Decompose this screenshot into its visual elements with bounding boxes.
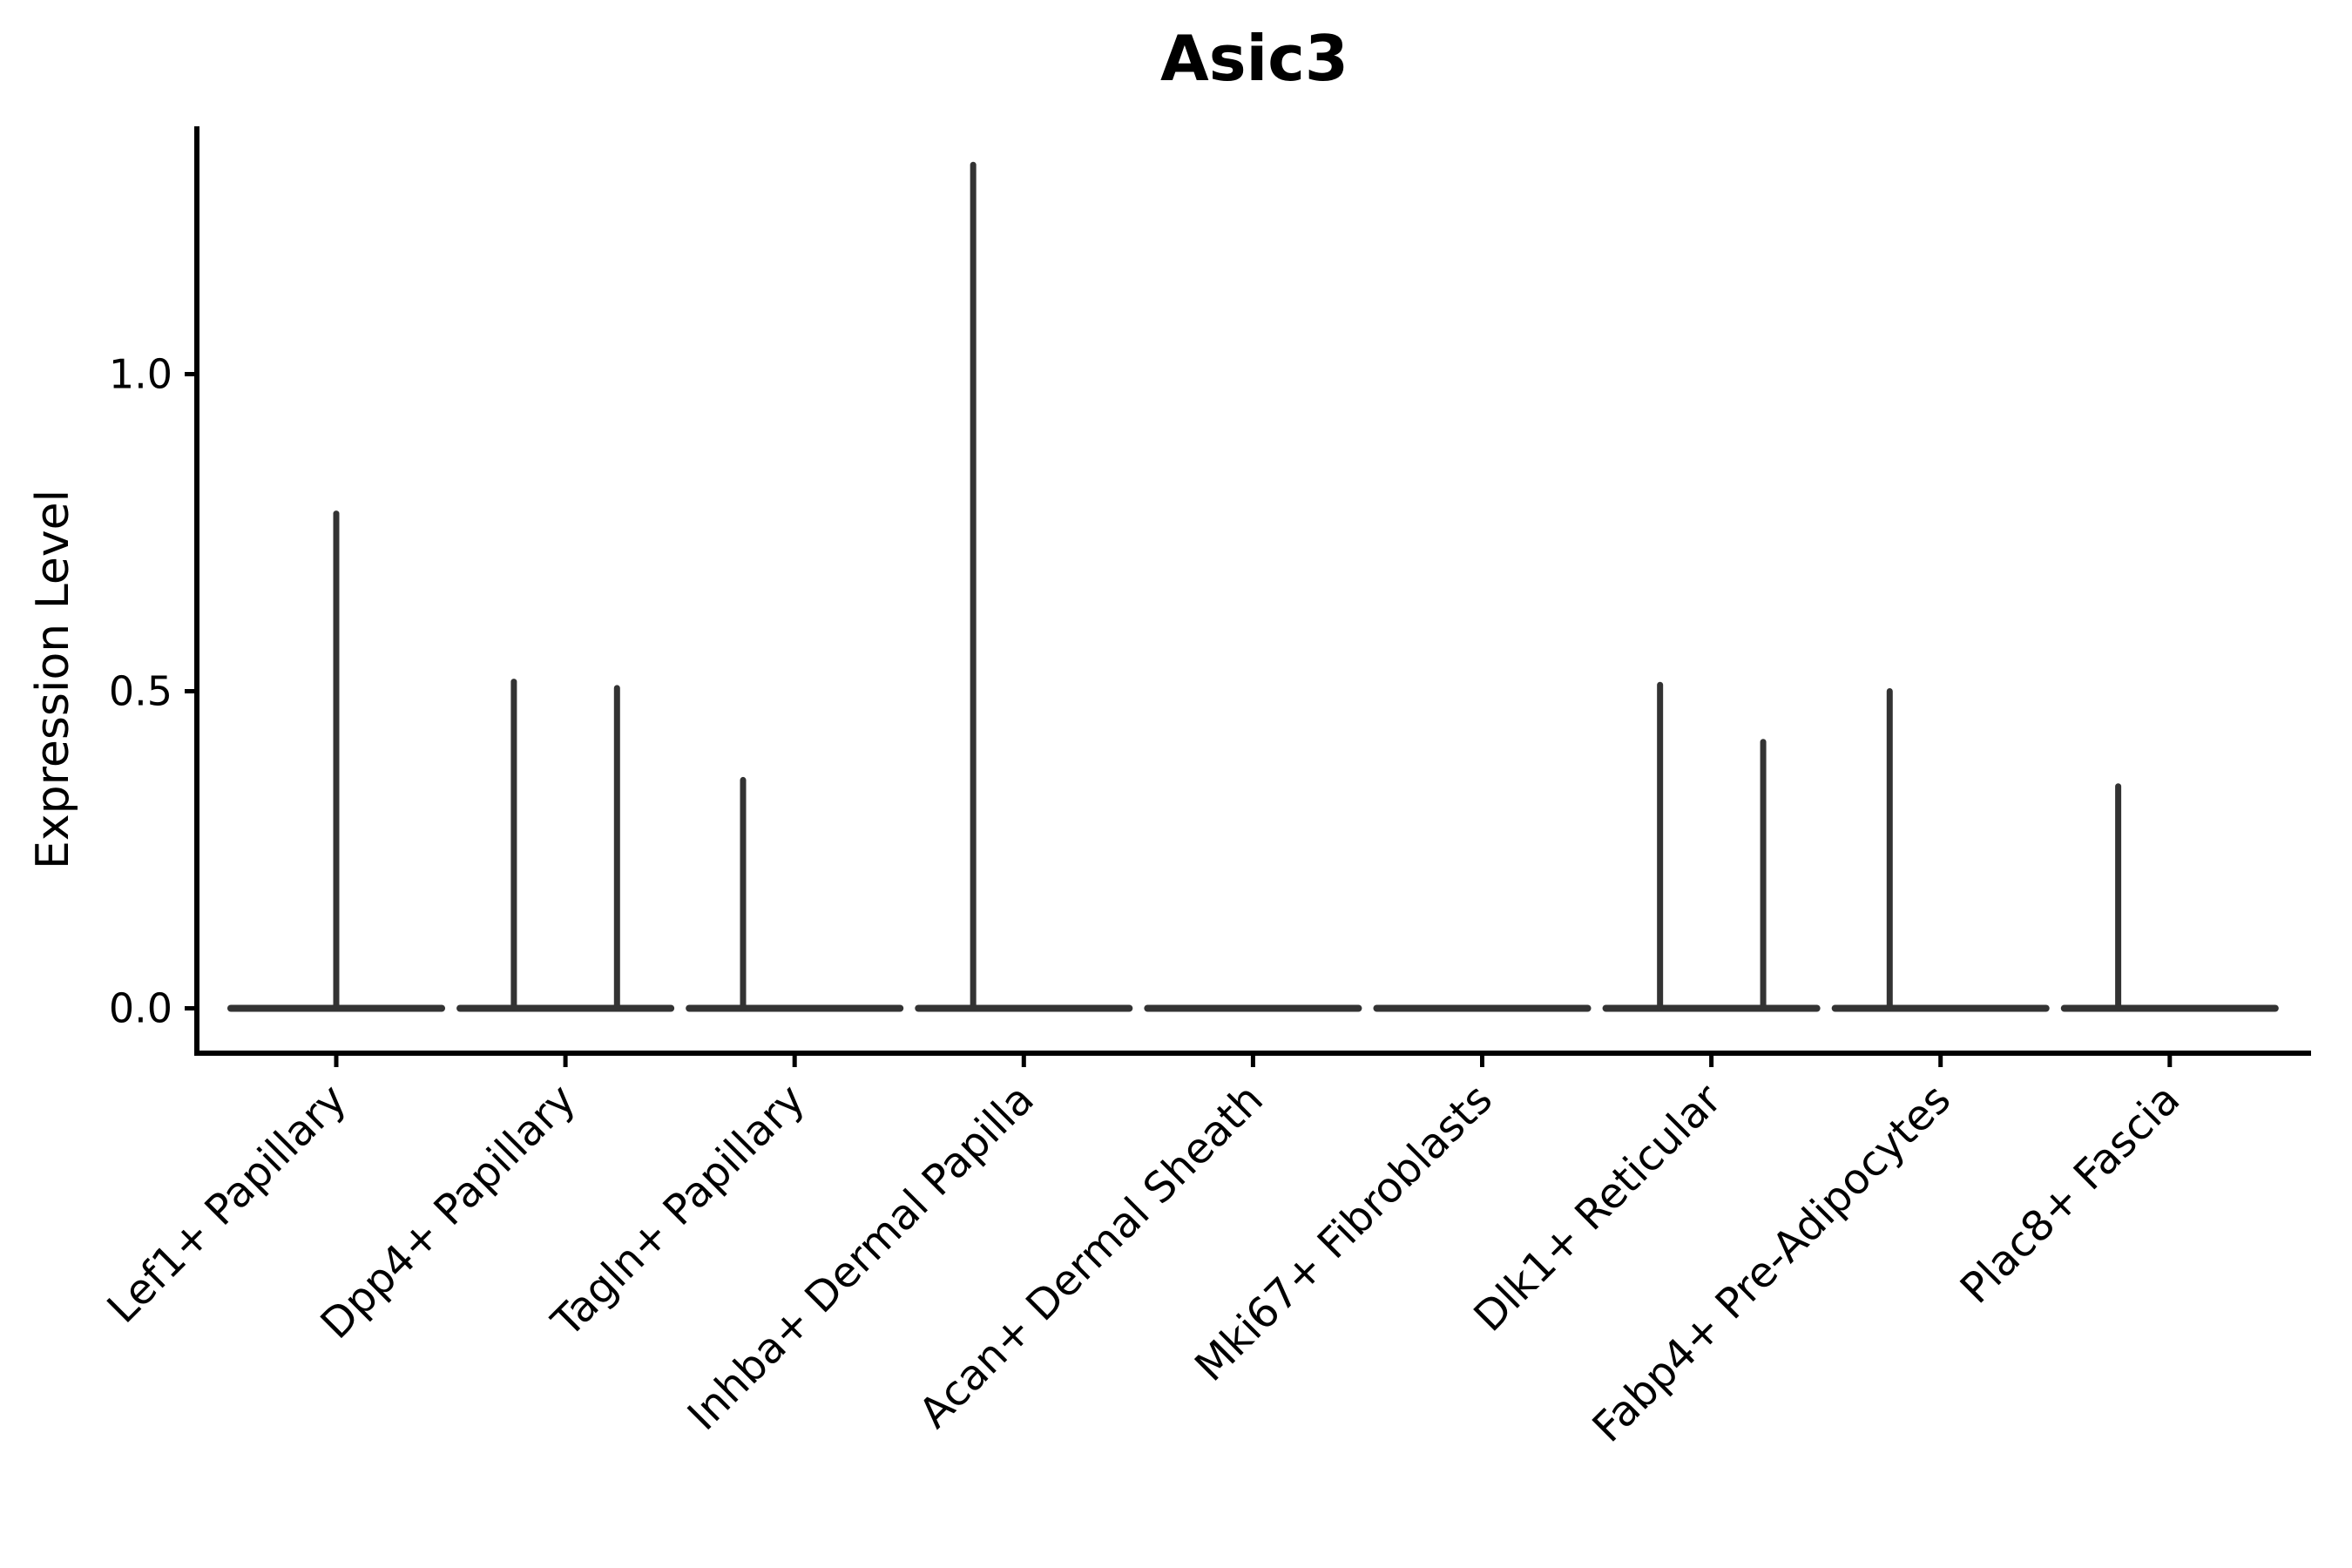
y-axis-ticks: 0.0 0.5 1.0 [109,351,197,1032]
violin-9 [2060,783,2279,1012]
violin-8 [1831,688,2050,1012]
y-tick-label: 1.0 [109,351,172,398]
x-tick-label: Lef1+ Papillary [98,1075,356,1333]
y-tick-label: 0.5 [109,668,172,715]
violin-4 [915,161,1133,1012]
y-tick-label: 0.0 [109,985,172,1032]
violin-2 [456,679,675,1012]
violin-bodies [226,161,2279,1012]
violin-3 [686,776,904,1012]
chart-title: Asic3 [1160,22,1348,95]
x-tick-label: Tagln+ Papillary [542,1075,814,1347]
y-axis-label: Expression Level [27,490,79,869]
x-tick-label: Plac8+ Fascia [1951,1075,2190,1314]
violin-7 [1602,681,1821,1012]
x-tick-label: Dpp4+ Papillary [312,1075,585,1348]
violin-1 [226,510,446,1012]
x-tick-label: Dlk1+ Reticular [1464,1075,1731,1342]
